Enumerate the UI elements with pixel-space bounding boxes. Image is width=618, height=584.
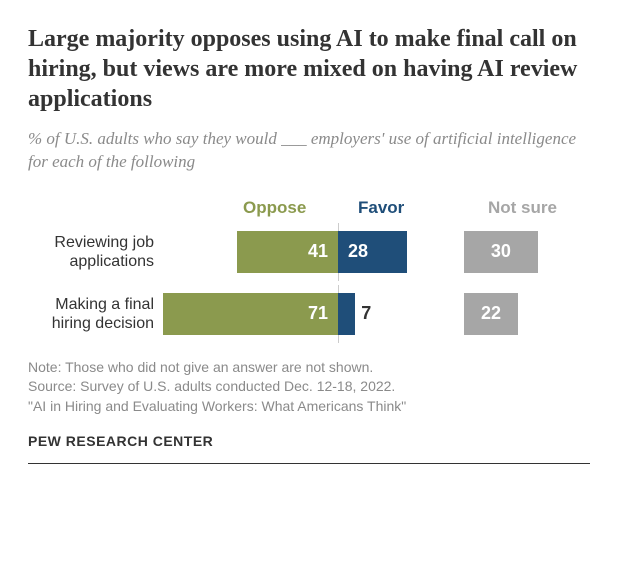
chart-area: Oppose Favor Not sure Reviewing job appl… xyxy=(28,198,590,338)
report-line: "AI in Hiring and Evaluating Workers: Wh… xyxy=(28,397,590,417)
row-label: Reviewing job applications xyxy=(28,233,164,271)
footer-brand: PEW RESEARCH CENTER xyxy=(28,433,590,449)
chart-subtitle: % of U.S. adults who say they would ___ … xyxy=(28,128,590,174)
source-line: Source: Survey of U.S. adults conducted … xyxy=(28,377,590,397)
legend-oppose: Oppose xyxy=(243,198,306,218)
bar-oppose: 41 xyxy=(237,231,338,273)
legend-favor: Favor xyxy=(358,198,404,218)
chart-row: Making a final hiring decision71 7 22 xyxy=(28,290,590,338)
legend-notsure: Not sure xyxy=(488,198,557,218)
bar-favor-value: 7 xyxy=(355,293,371,335)
row-label: Making a final hiring decision xyxy=(28,295,164,333)
note-line: Note: Those who did not give an answer a… xyxy=(28,358,590,378)
bar-favor xyxy=(338,293,355,335)
bar-oppose: 71 xyxy=(163,293,338,335)
bar-zone: 71 7 22 xyxy=(164,293,590,335)
bottom-rule xyxy=(28,463,590,464)
chart-title: Large majority opposes using AI to make … xyxy=(28,24,590,114)
chart-row: Reviewing job applications 4128 30 xyxy=(28,228,590,276)
notes: Note: Those who did not give an answer a… xyxy=(28,358,590,417)
bar-zone: 4128 30 xyxy=(164,231,590,273)
chart-rows: Reviewing job applications 4128 30 Making a… xyxy=(28,228,590,338)
bar-notsure: 22 xyxy=(464,293,518,335)
bar-favor: 28 xyxy=(338,231,407,273)
bar-notsure: 30 xyxy=(464,231,538,273)
